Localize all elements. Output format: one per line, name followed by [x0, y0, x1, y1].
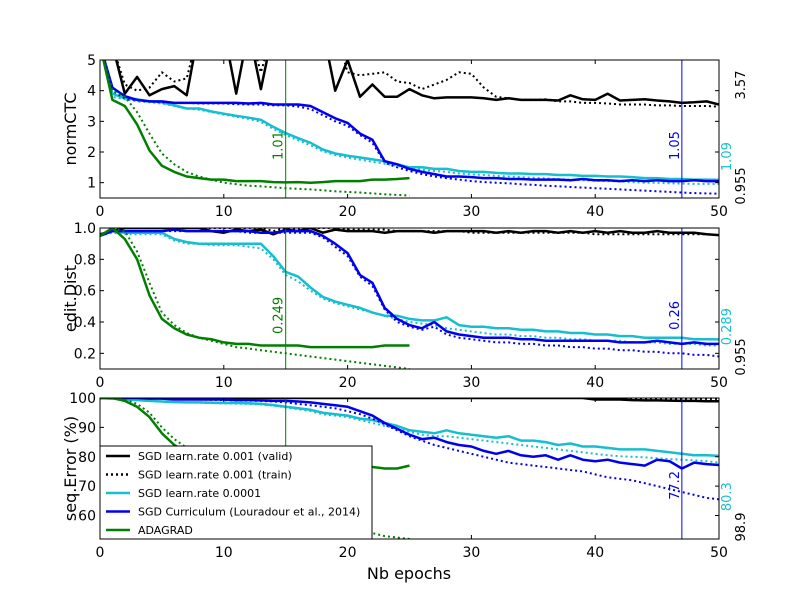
vline-label: 77.2 — [668, 471, 683, 500]
x-axis-label: Nb epochs — [367, 564, 451, 583]
vline-label: 0.249 — [272, 297, 287, 334]
x-tick-label: 10 — [215, 375, 233, 391]
x-tick-label: 0 — [96, 375, 105, 391]
series-line-sgd-valid — [114, 60, 719, 106]
y-tick-label: 4 — [87, 84, 96, 100]
y-tick-label: 60 — [78, 509, 96, 525]
y-tick-label: 90 — [78, 420, 96, 436]
x-tick-label: 50 — [710, 375, 728, 391]
x-tick-label: 30 — [462, 375, 480, 391]
y-axis-label: normCTC — [61, 93, 80, 166]
panel-1-series: 1.01 1.05 — [102, 60, 719, 198]
vline-label: 1.05 — [668, 131, 683, 160]
series-line-curr-valid — [100, 228, 719, 346]
legend-entry-label: SGD learn.rate 0.001 (train) — [138, 469, 292, 482]
legend: SGD learn.rate 0.001 (valid) SGD learn.ra… — [99, 445, 373, 540]
series-line-lr0001-train — [100, 398, 719, 464]
series-line-ada-train — [103, 60, 410, 197]
y-tick-label: 0.4 — [74, 315, 96, 331]
right-value-label: 3.57 — [734, 71, 749, 100]
y-tick-label: 0.8 — [74, 252, 96, 268]
series-line-ada-valid — [100, 228, 410, 349]
y-axis-label: seq.Error (%) — [61, 416, 80, 521]
y-axis-label: edit.Dist — [61, 265, 80, 332]
x-tick-label: 0 — [96, 545, 105, 561]
right-value-label: 0.955 — [734, 338, 749, 375]
vline-label: 1.01 — [272, 131, 287, 160]
panel-3-series: 977.2 — [100, 398, 719, 539]
series-line-curr-train — [103, 60, 719, 195]
y-tick-label: 100 — [69, 391, 96, 407]
right-value-label: 98.9 — [734, 513, 749, 542]
x-tick-label: 40 — [586, 204, 604, 220]
x-tick-label: 40 — [586, 375, 604, 391]
y-tick-label: 0.2 — [74, 346, 96, 362]
series-line-sgd-train — [100, 228, 719, 237]
y-tick-label: 1 — [87, 176, 96, 192]
y-tick-label: 2 — [87, 145, 96, 161]
x-tick-label: 30 — [462, 545, 480, 561]
x-tick-label: 20 — [339, 375, 357, 391]
right-value-label: 0.289 — [720, 308, 735, 345]
legend-entry-label: SGD Curriculum (Louradour et al., 2014) — [138, 506, 360, 519]
y-tick-label: 3 — [87, 114, 96, 130]
y-tick-label: 5 — [87, 53, 96, 69]
series-line-sgd-train — [116, 60, 719, 108]
x-tick-label: 20 — [339, 545, 357, 561]
series-line-sgd-valid — [100, 398, 719, 403]
x-tick-label: 10 — [215, 545, 233, 561]
x-tick-label: 0 — [96, 204, 105, 220]
x-tick-label: 50 — [710, 545, 728, 561]
x-tick-label: 40 — [586, 545, 604, 561]
series-line-ada-valid — [102, 60, 410, 184]
series-line-lr0001-valid — [100, 398, 719, 458]
right-value-label: 0.955 — [734, 167, 749, 204]
right-value-label: 80.3 — [720, 482, 735, 511]
series-line-ada-train — [100, 228, 410, 369]
x-tick-label: 20 — [339, 204, 357, 220]
vline-label: 0.26 — [668, 301, 683, 330]
legend-entry-label: ADAGRAD — [138, 524, 193, 537]
y-tick-label: 1.0 — [74, 221, 96, 237]
right-value-label: 1.09 — [720, 142, 735, 171]
series-line-ada-train — [100, 398, 410, 539]
y-tick-label: 80 — [78, 450, 96, 466]
legend-box — [99, 445, 373, 540]
panel-frame — [99, 59, 720, 199]
series-line-curr-valid — [100, 398, 719, 470]
legend-entry-label: SGD learn.rate 0.0001 — [138, 487, 261, 500]
y-tick-label: 70 — [78, 479, 96, 495]
series-line-curr-train — [100, 398, 719, 501]
x-tick-label: 50 — [710, 204, 728, 220]
panel-2-series: 0.249 0.26 — [100, 228, 719, 369]
y-tick-label: 0.6 — [74, 284, 96, 300]
panel-frame — [99, 227, 720, 370]
x-tick-label: 10 — [215, 204, 233, 220]
panel-2: 0.249 0.26 0.2 0.4 0.6 0.8 1.0 0 10 20 30 40 50 edit.… — [61, 221, 749, 391]
x-tick-label: 30 — [462, 204, 480, 220]
legend-entry-label: SGD learn.rate 0.001 (valid) — [138, 450, 293, 463]
